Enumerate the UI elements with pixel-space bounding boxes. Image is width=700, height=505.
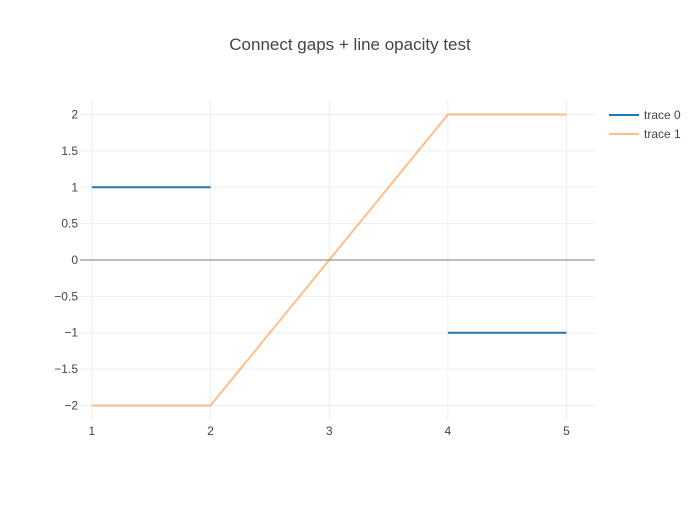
- legend-label-trace-1: trace 1: [644, 127, 681, 141]
- x-tick-label: 4: [445, 424, 452, 438]
- y-tick-label: −0.5: [54, 289, 78, 303]
- x-tick-label: 1: [89, 424, 96, 438]
- chart-title: Connect gaps + line opacity test: [229, 35, 471, 54]
- y-tick-label: 1: [71, 180, 78, 194]
- y-tick-label: 0.5: [61, 217, 78, 231]
- y-tick-label: −1.5: [54, 362, 78, 376]
- x-axis-ticks: 1 2 3 4 5: [89, 424, 571, 438]
- legend-label-trace-0: trace 0: [644, 108, 681, 122]
- y-tick-label: 0: [71, 253, 78, 267]
- x-tick-label: 2: [207, 424, 214, 438]
- y-tick-label: 1.5: [61, 144, 78, 158]
- series-lines: [91, 113, 567, 407]
- legend[interactable]: trace 0 trace 1: [609, 108, 681, 141]
- y-tick-label: −2: [64, 398, 78, 412]
- y-tick-label: 2: [71, 108, 78, 122]
- y-axis-ticks: 2 1.5 1 0.5 0 −0.5 −1 −1.5 −2: [54, 108, 78, 413]
- y-tick-label: −1: [64, 326, 78, 340]
- x-tick-label: 3: [326, 424, 333, 438]
- x-tick-label: 5: [563, 424, 570, 438]
- series-line-trace-1: [91, 113, 567, 407]
